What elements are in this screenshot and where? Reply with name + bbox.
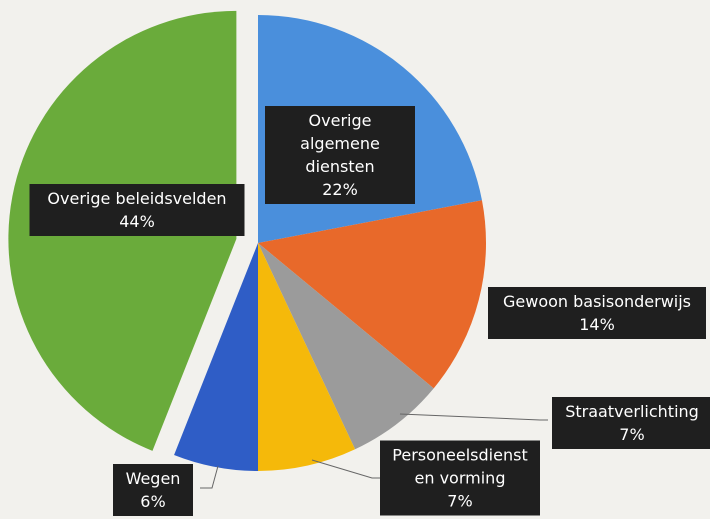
data-label: Personeelsdienst en vorming 7% [380,440,540,516]
leader-line [399,413,548,421]
slice-name: Overige algemene diensten [300,111,380,176]
slice-name: Straatverlichting [565,402,699,421]
slice-name: Overige beleidsvelden [47,189,227,208]
slice-name: Personeelsdienst en vorming [392,445,528,488]
leader-line [311,459,380,479]
leader-line [200,465,219,489]
data-label: Wegen 6% [113,464,193,516]
data-label: Gewoon basisonderwijs 14% [488,287,706,339]
slice-value: 7% [619,425,645,444]
pie-slice [258,243,356,471]
slice-value: 7% [447,491,473,511]
data-label: Overige beleidsvelden 44% [29,184,245,236]
slice-value: 44% [119,212,155,231]
slice-value: 6% [140,492,166,511]
slice-name: Wegen [125,469,181,488]
pie-slice [174,243,258,471]
slice-value: 22% [322,180,358,199]
data-label: Straatverlichting 7% [552,397,710,449]
data-label: Overige algemene diensten 22% [265,106,415,204]
slice-value: 14% [579,315,615,334]
slice-name: Gewoon basisonderwijs [502,292,692,311]
pie-slice [258,243,434,450]
pie-slice [258,200,486,389]
